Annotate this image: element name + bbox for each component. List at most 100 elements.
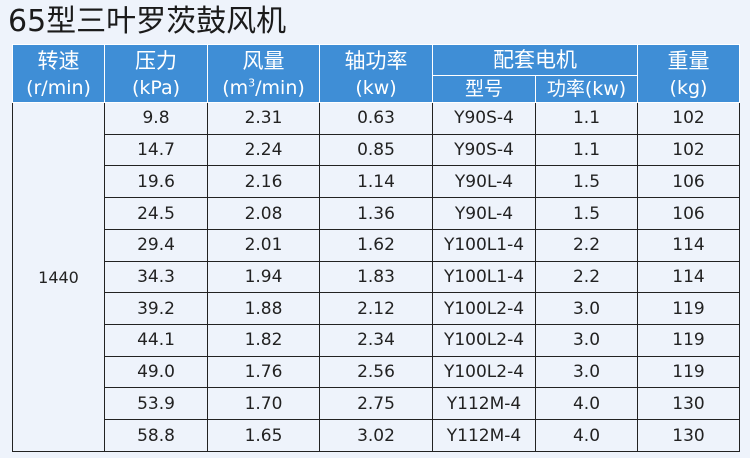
cell-power: 1.1: [535, 133, 638, 167]
table-row: 39.2 1.88 2.12 Y100L2-4 3.0 119: [13, 292, 740, 326]
cell-airflow: 1.76: [207, 355, 320, 389]
cell-pressure: 19.6: [104, 165, 208, 199]
cell-model: Y90S-4: [432, 102, 536, 135]
cell-shaft-power: 2.75: [319, 387, 433, 421]
cell-model: Y112M-4: [432, 387, 536, 421]
cell-shaft-power: 0.85: [319, 133, 433, 167]
cell-pressure: 39.2: [104, 292, 208, 326]
table-row: 14.7 2.24 0.85 Y90S-4 1.1 102: [13, 133, 740, 167]
cell-power: 3.0: [535, 292, 638, 326]
cell-shaft-power: 1.14: [319, 165, 433, 199]
cell-model: Y90L-4: [432, 197, 536, 230]
cell-weight: 102: [637, 133, 740, 167]
speed-cell: 1440: [12, 102, 105, 452]
cell-weight: 106: [637, 197, 740, 230]
cell-shaft-power: 1.36: [319, 197, 433, 230]
header-pressure-unit: (kPa): [131, 76, 181, 99]
cell-model: Y90S-4: [432, 133, 536, 167]
table-body: 1440 9.8 2.31 0.63 Y90S-4 1.1 102 14.7 2.24 0.85 Y…: [12, 102, 740, 452]
header-pressure: 压力 (kPa): [104, 44, 208, 103]
header-motor-group: 配套电机: [432, 44, 638, 76]
cell-power: 1.5: [535, 197, 638, 230]
header-speed: 转速 (r/min): [12, 44, 105, 103]
cell-pressure: 9.8: [104, 102, 208, 135]
table-row: 29.4 2.01 1.62 Y100L1-4 2.2 114: [13, 228, 740, 262]
header-shaft-power: 轴功率 (kw): [319, 44, 433, 103]
cell-pressure: 58.8: [104, 419, 208, 452]
header-weight-unit: (kg): [669, 76, 708, 99]
header-airflow-name: 风量: [242, 48, 285, 73]
cell-shaft-power: 2.34: [319, 324, 433, 357]
cell-airflow: 2.31: [207, 102, 320, 135]
cell-airflow: 1.94: [207, 260, 320, 294]
cell-weight: 102: [637, 102, 740, 135]
cell-power: 1.5: [535, 165, 638, 199]
cell-model: Y100L2-4: [432, 292, 536, 326]
header-motor-model: 型号: [432, 75, 536, 103]
table-row: 53.9 1.70 2.75 Y112M-4 4.0 130: [13, 387, 740, 421]
cell-pressure: 14.7: [104, 133, 208, 167]
cell-power: 2.2: [535, 260, 638, 294]
cell-shaft-power: 3.02: [319, 419, 433, 452]
table-header: 转速 (r/min) 压力 (kPa) 风量 (m3/min) 轴功率 (kw)…: [12, 44, 740, 103]
cell-shaft-power: 0.63: [319, 102, 433, 135]
cell-airflow: 1.70: [207, 387, 320, 421]
cell-shaft-power: 2.56: [319, 355, 433, 389]
header-pressure-name: 压力: [135, 48, 177, 73]
spec-table: 转速 (r/min) 压力 (kPa) 风量 (m3/min) 轴功率 (kw)…: [12, 44, 740, 452]
cell-weight: 119: [637, 292, 740, 326]
header-airflow: 风量 (m3/min): [207, 44, 320, 103]
cell-power: 2.2: [535, 228, 638, 262]
cell-weight: 114: [637, 228, 740, 262]
cell-pressure: 34.3: [104, 260, 208, 294]
page-title: 65型三叶罗茨鼓风机: [8, 4, 287, 39]
table-row: 19.6 2.16 1.14 Y90L-4 1.5 106: [13, 165, 740, 199]
cell-model: Y100L1-4: [432, 260, 536, 294]
cell-shaft-power: 1.62: [319, 228, 433, 262]
cell-power: 3.0: [535, 355, 638, 389]
header-weight: 重量 (kg): [637, 44, 740, 103]
cell-model: Y112M-4: [432, 419, 536, 452]
cell-airflow: 2.16: [207, 165, 320, 199]
table-row: 24.5 2.08 1.36 Y90L-4 1.5 106: [13, 197, 740, 230]
cell-pressure: 44.1: [104, 324, 208, 357]
cell-shaft-power: 1.83: [319, 260, 433, 294]
cell-airflow: 2.08: [207, 197, 320, 230]
cell-power: 4.0: [535, 387, 638, 421]
cell-model: Y100L2-4: [432, 324, 536, 357]
cell-weight: 130: [637, 419, 740, 452]
cell-pressure: 24.5: [104, 197, 208, 230]
cell-airflow: 2.01: [207, 228, 320, 262]
cell-weight: 106: [637, 165, 740, 199]
header-weight-name: 重量: [667, 48, 710, 73]
cell-airflow: 1.65: [207, 419, 320, 452]
cell-power: 1.1: [535, 102, 638, 135]
cell-model: Y90L-4: [432, 165, 536, 199]
table-row: 49.0 1.76 2.56 Y100L2-4 3.0 119: [13, 355, 740, 389]
cell-airflow: 2.24: [207, 133, 320, 167]
cell-pressure: 53.9: [104, 387, 208, 421]
cell-shaft-power: 2.12: [319, 292, 433, 326]
cell-pressure: 29.4: [104, 228, 208, 262]
header-speed-unit: (r/min): [26, 76, 91, 99]
cell-pressure: 49.0: [104, 355, 208, 389]
header-speed-name: 转速: [37, 48, 80, 73]
cell-airflow: 1.82: [207, 324, 320, 357]
table-row: 34.3 1.94 1.83 Y100L1-4 2.2 114: [13, 260, 740, 294]
header-shaft-power-name: 轴功率: [344, 48, 408, 73]
table-row: 44.1 1.82 2.34 Y100L2-4 3.0 119: [13, 324, 740, 357]
cell-weight: 130: [637, 387, 740, 421]
cell-model: Y100L2-4: [432, 355, 536, 389]
table-row: 58.8 1.65 3.02 Y112M-4 4.0 130: [13, 419, 740, 452]
header-motor-power: 功率(kw): [535, 75, 638, 103]
cell-weight: 119: [637, 324, 740, 357]
cell-airflow: 1.88: [207, 292, 320, 326]
table-row: 1440 9.8 2.31 0.63 Y90S-4 1.1 102: [12, 102, 740, 452]
cell-weight: 114: [637, 260, 740, 294]
cell-power: 3.0: [535, 324, 638, 357]
cell-model: Y100L1-4: [432, 228, 536, 262]
cell-power: 4.0: [535, 419, 638, 452]
cell-weight: 119: [637, 355, 740, 389]
header-airflow-unit: (m3/min): [222, 76, 305, 99]
header-shaft-power-unit: (kw): [355, 76, 397, 99]
